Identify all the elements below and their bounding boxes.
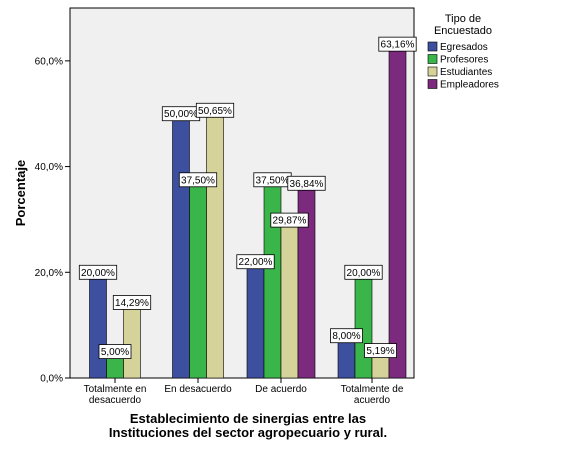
data-label: 63,16% <box>381 40 415 51</box>
data-label-box <box>378 36 417 52</box>
data-label-box <box>78 264 118 280</box>
data-label-box <box>178 172 218 188</box>
bar-egresados <box>246 261 265 379</box>
data-label: 5,00% <box>101 347 129 358</box>
category-label-line: En desacuerdo <box>164 384 232 395</box>
axis-titles: Porcentaje Establecimiento de sinergias e… <box>13 160 387 440</box>
data-label-box <box>287 175 326 191</box>
bar-estudiantes <box>280 219 299 379</box>
data-label: 36,84% <box>290 179 324 190</box>
category-label-line: desacuerdo <box>89 395 142 406</box>
category-label-line: Totalmente de <box>341 384 404 395</box>
legend-swatch-empleadores <box>427 79 438 89</box>
bar-empleadores <box>388 43 407 379</box>
category-label: En desacuerdo <box>164 384 232 395</box>
data-label-box <box>344 264 383 280</box>
category-label: Totalmente de acuerdo <box>341 384 404 406</box>
legend-label-empleadores: Empleadores <box>440 80 499 91</box>
data-label-box <box>98 344 132 359</box>
legend-label-egresados: Egresados <box>440 42 488 53</box>
data-label-box <box>195 102 235 118</box>
y-tick-label: 60,0% <box>35 56 63 67</box>
bar-estudiantes <box>206 109 224 379</box>
y-tick-label: 40,0% <box>35 162 63 173</box>
bar-profesores <box>354 271 373 379</box>
legend-title-line: Tipo de <box>445 13 481 25</box>
data-label-box <box>364 343 397 358</box>
data-label: 37,50% <box>181 175 215 186</box>
data-label: 20,00% <box>81 268 115 279</box>
legend-title: Tipo de Encuestado <box>434 13 492 37</box>
data-label: 5,19% <box>366 346 394 357</box>
x-axis-title-line: Establecimiento de sinergias entre las <box>130 411 366 426</box>
bar-empleadores <box>297 182 316 379</box>
data-label: 50,65% <box>198 106 232 117</box>
data-label: 29,87% <box>273 216 307 227</box>
category-label-line: De acuerdo <box>255 384 307 395</box>
y-axis-title: Porcentaje <box>13 160 28 226</box>
axis-layer: 0,0% 20,0% 40,0% 60,0% Totalmente en desacuer… <box>35 56 404 406</box>
y-tick-label: 0,0% <box>40 374 63 385</box>
bar-profesores <box>189 179 207 379</box>
category-label: De acuerdo <box>255 384 307 395</box>
labels-layer: 20,00% 5,00% 14,29% 50,00% 37,50% 50,65% 22,00… <box>78 36 417 359</box>
legend: Tipo de Encuestado Egresados ProfesoresEstu… <box>427 13 499 91</box>
category-label: Totalmente en desacuerdo <box>84 384 147 406</box>
legend-swatch-egresados <box>427 41 438 52</box>
data-label: 14,29% <box>115 298 149 309</box>
y-tick-label: 20,0% <box>35 268 63 279</box>
data-label: 50,00% <box>164 109 198 120</box>
category-label-line: acuerdo <box>354 395 391 406</box>
x-axis-title-line: Instituciones del sector agropecuario y … <box>109 425 387 440</box>
data-label: 37,50% <box>256 175 290 186</box>
bar-estudiantes <box>123 302 141 379</box>
bar-egresados <box>89 271 107 379</box>
data-label: 8,00% <box>332 331 360 342</box>
legend-swatch-estudiantes <box>427 66 438 77</box>
data-label: 22,00% <box>239 257 273 268</box>
legend-label-profesores: Profesores <box>440 55 488 66</box>
data-label-box <box>236 254 275 270</box>
legend-title-line: Encuestado <box>434 25 492 37</box>
bar-egresados <box>172 113 190 379</box>
x-axis-title: Establecimiento de sinergias entre las In… <box>109 411 387 440</box>
category-label-line: Totalmente en <box>84 384 147 395</box>
data-label-box <box>330 328 363 344</box>
legend-label-estudiantes: Estudiantes <box>440 67 492 78</box>
data-label: 20,00% <box>347 268 381 279</box>
data-label-box <box>112 295 152 310</box>
bar-profesores <box>263 179 282 379</box>
data-label-box <box>270 212 309 228</box>
legend-swatch-profesores <box>427 54 438 64</box>
